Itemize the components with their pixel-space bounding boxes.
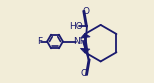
Text: HO: HO [69,22,83,31]
Text: O: O [81,69,88,78]
Text: O: O [83,7,90,16]
Text: F: F [37,37,42,46]
Text: NH: NH [73,37,87,46]
